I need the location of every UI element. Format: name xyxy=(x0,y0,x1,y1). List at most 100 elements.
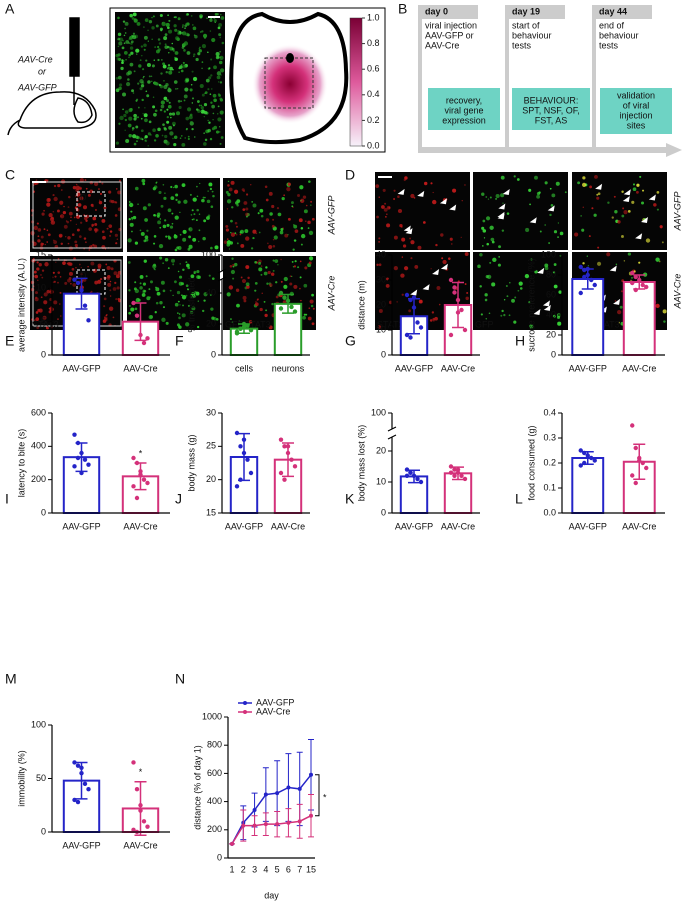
cell-dot xyxy=(179,304,181,306)
cell-dot xyxy=(140,54,143,57)
cell-dot xyxy=(84,241,87,244)
cell-dot xyxy=(128,218,131,221)
cell-dot xyxy=(162,183,165,186)
cell-dot xyxy=(198,213,201,216)
line-marker xyxy=(286,820,291,825)
cell-dot xyxy=(226,240,232,245)
cell-dot xyxy=(228,285,234,290)
cell-dot xyxy=(94,228,98,232)
cell-dot xyxy=(34,274,38,279)
cell-dot xyxy=(125,81,131,87)
cell-dot xyxy=(207,128,211,133)
cell-dot xyxy=(130,51,134,55)
cell-dot xyxy=(582,176,586,180)
cell-dot xyxy=(104,248,107,250)
cell-dot xyxy=(211,88,213,90)
cell-dot xyxy=(254,289,257,292)
cell-dot xyxy=(162,64,167,69)
cell-dot xyxy=(199,84,204,89)
cell-dot xyxy=(418,299,423,304)
cell-dot xyxy=(103,297,107,301)
cell-dot xyxy=(116,238,119,241)
cell-dot xyxy=(559,231,564,236)
cell-dot xyxy=(289,275,292,277)
cell-dot xyxy=(44,243,46,246)
cell-dot xyxy=(252,203,257,208)
cell-dot xyxy=(158,243,164,249)
cell-dot xyxy=(60,242,63,245)
cell-dot xyxy=(596,261,602,266)
cell-dot xyxy=(485,275,489,279)
data-point xyxy=(75,440,81,446)
line-marker xyxy=(309,772,313,777)
cell-dot xyxy=(155,49,160,54)
data-point xyxy=(72,432,77,437)
day-text: AAV-GFP or xyxy=(425,30,474,40)
cell-dot xyxy=(263,300,266,303)
cell-dot xyxy=(639,175,642,179)
x-tick-label: neurons xyxy=(272,363,305,373)
x-axis-label: day xyxy=(264,890,279,900)
significance: * xyxy=(323,793,327,803)
cell-dot xyxy=(168,125,173,130)
cell-dot xyxy=(201,61,204,63)
cell-dot xyxy=(167,64,171,67)
cell-dot xyxy=(305,220,307,223)
cell-dot xyxy=(235,225,238,228)
cell-dot xyxy=(53,240,57,245)
data-point xyxy=(138,808,143,813)
arrowhead xyxy=(502,189,510,196)
y-tick-label: 0 xyxy=(41,507,46,517)
cell-dot xyxy=(75,223,78,226)
data-point xyxy=(241,437,247,442)
cell-dot xyxy=(35,296,38,299)
cell-dot xyxy=(172,137,174,140)
cell-dot xyxy=(211,277,215,280)
cell-dot xyxy=(229,265,233,268)
data-point xyxy=(238,477,243,482)
cell-dot xyxy=(142,112,144,115)
cell-dot xyxy=(197,240,200,243)
cell-dot xyxy=(151,38,153,41)
cell-dot xyxy=(41,212,45,216)
cell-dot xyxy=(272,259,275,262)
cell-dot xyxy=(108,224,113,229)
cell-dot xyxy=(172,263,175,266)
cell-dot xyxy=(90,245,93,247)
cell-dot xyxy=(227,193,231,197)
data-point xyxy=(452,467,457,472)
y-tick-label: 10 xyxy=(376,476,386,486)
cell-dot xyxy=(40,296,43,299)
channel-label: GFP xyxy=(475,319,494,329)
cell-dot xyxy=(144,107,146,109)
cell-dot xyxy=(163,80,165,82)
cell-dot xyxy=(311,322,315,326)
cell-dot xyxy=(375,184,380,188)
cell-dot xyxy=(239,229,244,234)
cell-dot xyxy=(210,307,214,311)
cell-dot xyxy=(80,266,82,269)
cell-dot xyxy=(549,213,552,217)
y-tick-label: 20 xyxy=(376,445,386,455)
inset-box xyxy=(76,191,106,217)
cell-dot xyxy=(219,68,225,73)
cell-dot xyxy=(195,108,199,111)
significance-bracket xyxy=(315,774,320,817)
data-point xyxy=(404,473,410,478)
cell-dot xyxy=(423,181,428,186)
row-label: AAV-Cre xyxy=(672,274,682,310)
cell-dot xyxy=(71,233,75,237)
cell-dot xyxy=(489,225,494,230)
cell-dot xyxy=(127,70,131,74)
cell-dot xyxy=(38,263,42,267)
cell-dot xyxy=(294,260,297,263)
cell-dot xyxy=(298,218,303,223)
cell-dot xyxy=(621,214,625,218)
cell-dot xyxy=(147,203,151,207)
significance: * xyxy=(139,767,143,777)
data-point xyxy=(448,470,454,475)
cell-dot xyxy=(385,284,390,288)
cell-dot xyxy=(134,186,139,191)
data-point xyxy=(241,450,247,456)
